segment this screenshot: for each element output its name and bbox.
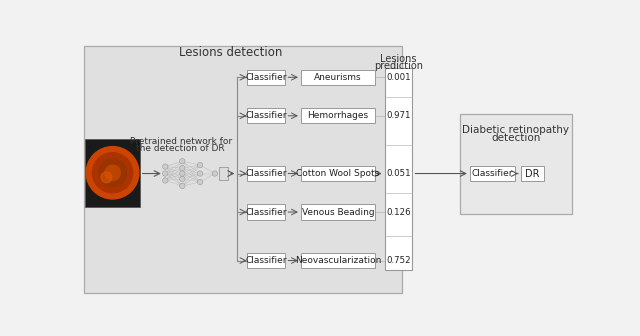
Circle shape bbox=[180, 171, 185, 176]
Circle shape bbox=[197, 162, 203, 168]
Text: Classifier: Classifier bbox=[245, 111, 287, 120]
Circle shape bbox=[92, 153, 132, 193]
Circle shape bbox=[99, 159, 127, 186]
Bar bbox=[84, 46, 402, 293]
Text: Diabetic retinopathy: Diabetic retinopathy bbox=[463, 125, 570, 135]
Circle shape bbox=[180, 176, 185, 182]
Text: 0.051: 0.051 bbox=[386, 169, 411, 178]
Text: Lesions: Lesions bbox=[380, 54, 417, 64]
Text: Venous Beading: Venous Beading bbox=[302, 208, 374, 216]
Circle shape bbox=[101, 172, 112, 183]
Bar bbox=[246, 166, 285, 181]
Text: the detection of DR: the detection of DR bbox=[136, 143, 225, 153]
Text: 0.752: 0.752 bbox=[386, 256, 411, 265]
Circle shape bbox=[180, 183, 185, 188]
Bar bbox=[219, 167, 228, 180]
Text: 0.971: 0.971 bbox=[387, 111, 411, 120]
Bar bbox=[385, 68, 412, 270]
Bar bbox=[85, 139, 140, 207]
Bar bbox=[301, 108, 375, 124]
Bar bbox=[246, 108, 285, 124]
Text: Pretrained network for: Pretrained network for bbox=[130, 137, 232, 146]
Circle shape bbox=[197, 171, 203, 176]
Circle shape bbox=[163, 178, 168, 183]
Text: Classifier: Classifier bbox=[245, 208, 287, 216]
Circle shape bbox=[86, 146, 139, 199]
Bar bbox=[301, 166, 375, 181]
Text: Classifier: Classifier bbox=[245, 73, 287, 82]
Circle shape bbox=[180, 159, 185, 164]
Bar bbox=[246, 70, 285, 85]
Text: Hemorrhages: Hemorrhages bbox=[307, 111, 369, 120]
Text: Lesions detection: Lesions detection bbox=[179, 46, 283, 59]
Text: Classifier: Classifier bbox=[245, 169, 287, 178]
Bar bbox=[460, 114, 572, 214]
Circle shape bbox=[163, 164, 168, 169]
Circle shape bbox=[180, 165, 185, 171]
Text: 0.126: 0.126 bbox=[386, 208, 411, 216]
Text: Classifier: Classifier bbox=[472, 169, 513, 178]
Text: detection: detection bbox=[492, 133, 541, 143]
Text: Aneurisms: Aneurisms bbox=[314, 73, 362, 82]
Text: Neovascularization: Neovascularization bbox=[295, 256, 381, 265]
Text: Cotton Wool Spots: Cotton Wool Spots bbox=[296, 169, 380, 178]
Circle shape bbox=[163, 171, 168, 176]
Bar bbox=[301, 70, 375, 85]
Bar bbox=[521, 166, 544, 181]
Circle shape bbox=[197, 179, 203, 185]
Text: 0.001: 0.001 bbox=[386, 73, 411, 82]
Text: prediction: prediction bbox=[374, 61, 423, 71]
Circle shape bbox=[105, 165, 120, 180]
Bar bbox=[301, 253, 375, 268]
Text: DR: DR bbox=[525, 169, 540, 178]
Bar bbox=[246, 253, 285, 268]
Bar bbox=[301, 204, 375, 220]
Text: Classifier: Classifier bbox=[245, 256, 287, 265]
Bar bbox=[470, 166, 515, 181]
Circle shape bbox=[212, 171, 218, 176]
Bar bbox=[246, 204, 285, 220]
